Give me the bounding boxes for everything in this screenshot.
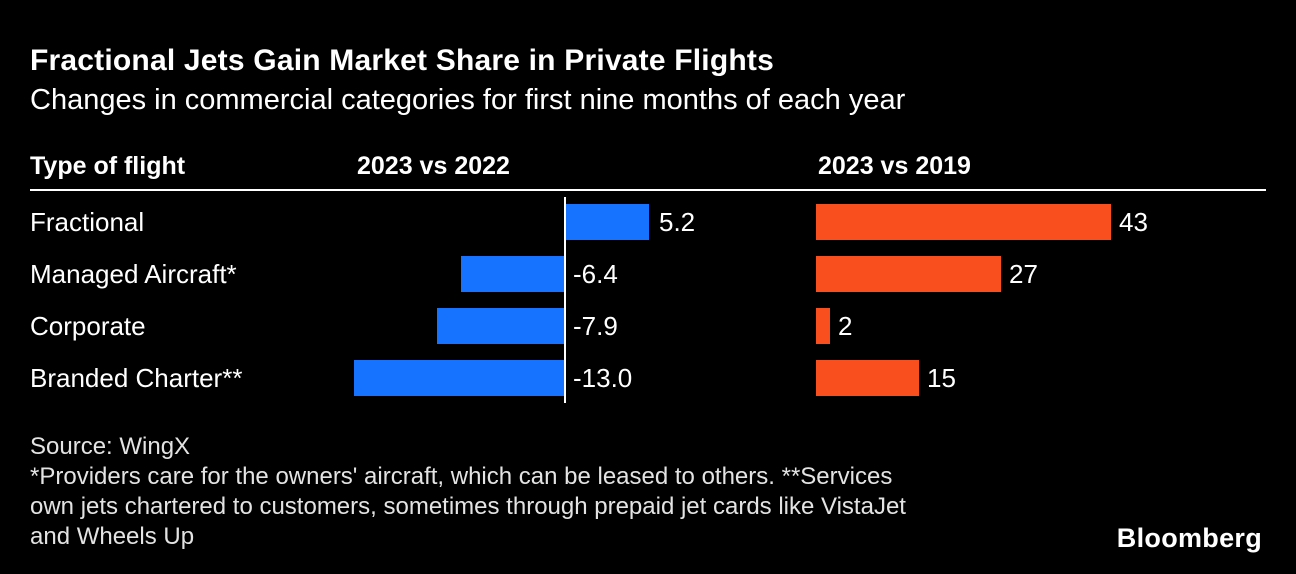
header-divider	[30, 189, 1266, 191]
value-label-2023-vs-2022: -6.4	[573, 259, 618, 289]
value-label-2023-vs-2019: 15	[927, 363, 956, 393]
footnote-line-3: and Wheels Up	[30, 523, 195, 550]
chart-row: Fractional 5.2 43	[0, 196, 1296, 248]
value-label-2023-vs-2022: -7.9	[573, 311, 618, 341]
category-label: Corporate	[30, 311, 146, 341]
bar-2023-vs-2022	[565, 204, 649, 240]
chart-title: Fractional Jets Gain Market Share in Pri…	[30, 44, 774, 77]
zero-axis-line	[564, 197, 566, 403]
bar-2023-vs-2022	[437, 308, 565, 344]
value-label-2023-vs-2019: 43	[1119, 207, 1148, 237]
value-label-2023-vs-2019: 27	[1009, 259, 1038, 289]
column-header-2023-vs-2022: 2023 vs 2022	[357, 152, 510, 180]
chart-row: Managed Aircraft* -6.4 27	[0, 248, 1296, 300]
chart-row: Branded Charter** -13.0 15	[0, 352, 1296, 404]
column-header-row: Type of flight 2023 vs 2022 2023 vs 2019	[0, 152, 1296, 184]
bar-2023-vs-2019	[816, 256, 1001, 292]
chart-footer: Source: WingX *Providers care for the ow…	[30, 432, 906, 552]
bar-2023-vs-2019	[816, 360, 919, 396]
value-label-2023-vs-2019: 2	[838, 311, 853, 341]
category-label: Managed Aircraft*	[30, 259, 237, 289]
column-header-type-of-flight: Type of flight	[30, 152, 186, 180]
footnote-line-1: *Providers care for the owners' aircraft…	[30, 463, 893, 490]
column-header-2023-vs-2019: 2023 vs 2019	[818, 152, 971, 180]
value-label-2023-vs-2022: -13.0	[573, 363, 633, 393]
bloomberg-logo: Bloomberg	[1116, 523, 1262, 553]
value-label-2023-vs-2022: 5.2	[659, 207, 696, 237]
chart-subtitle: Changes in commercial categories for fir…	[30, 84, 906, 116]
category-label: Branded Charter**	[30, 363, 243, 393]
chart-row: Corporate -7.9 2	[0, 300, 1296, 352]
bar-2023-vs-2019	[816, 204, 1111, 240]
bar-2023-vs-2022	[461, 256, 565, 292]
bar-2023-vs-2022	[354, 360, 565, 396]
source-text: Source: WingX	[30, 433, 191, 460]
category-label: Fractional	[30, 207, 145, 237]
footnote-line-2: own jets chartered to customers, sometim…	[30, 493, 906, 520]
bar-2023-vs-2019	[816, 308, 830, 344]
chart-rows: Fractional 5.2 43 Managed Aircraft* -6.4 27 Co…	[0, 196, 1296, 404]
